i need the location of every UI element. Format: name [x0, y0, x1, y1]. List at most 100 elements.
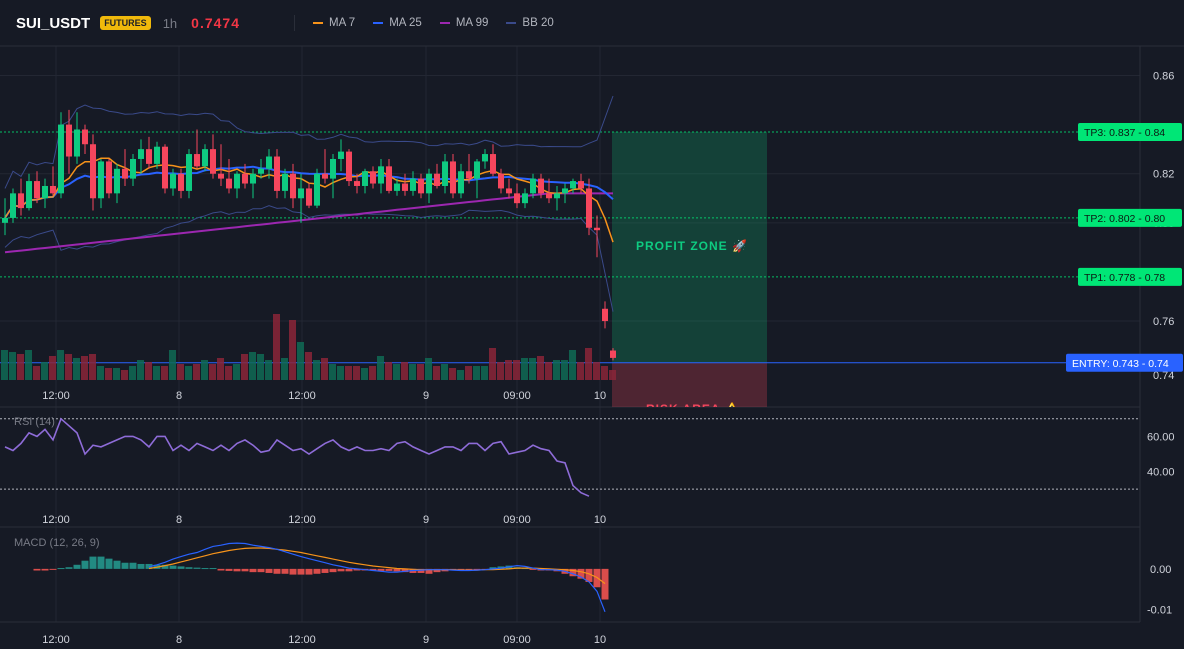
timeframe-label[interactable]: 1h [162, 15, 178, 31]
macd-hist-bar [233, 568, 241, 572]
volume-bar [177, 364, 184, 380]
candle [42, 178, 48, 209]
volume-bar [17, 354, 24, 380]
macd-hist-bar [201, 568, 209, 570]
macd-hist-bar [177, 566, 185, 569]
candle-body [474, 161, 480, 179]
time-tick-label: 10 [594, 390, 606, 402]
volume-bar [409, 364, 416, 380]
macd-hist-bar [297, 568, 305, 575]
candle [242, 163, 248, 189]
candle-body [266, 156, 272, 169]
macd-hist-bar [185, 567, 193, 569]
candle-body [122, 168, 128, 179]
candle-body [162, 146, 168, 189]
candle [546, 178, 552, 204]
candle-body [346, 151, 352, 182]
volume-bar [337, 366, 344, 380]
volume-bar [89, 354, 96, 380]
candle-body [594, 227, 600, 231]
candle-body [522, 193, 528, 204]
volume-bar [265, 360, 272, 380]
volume-bar [529, 358, 536, 380]
symbol-name[interactable]: SUI_USDT [16, 14, 91, 32]
candle-body [386, 166, 392, 191]
volume-bar [169, 350, 176, 380]
candle [330, 154, 336, 199]
candle-body [90, 144, 96, 199]
volume-bar [449, 368, 456, 380]
macd-hist-bar [89, 556, 97, 569]
volume-bar [185, 366, 192, 380]
volume-bar [233, 364, 240, 380]
candle [58, 112, 64, 199]
candle [570, 178, 576, 194]
candle [442, 154, 448, 194]
candle-body [258, 168, 264, 174]
candle [346, 149, 352, 186]
macd-hist-bar [425, 568, 433, 574]
legend-ma25-label: MA 25 [389, 17, 422, 29]
macd-hist-bar [41, 568, 49, 571]
candle-body [242, 173, 248, 184]
candle [18, 178, 24, 216]
candle [386, 158, 392, 194]
macd-hist-bar [353, 568, 361, 571]
candle [370, 166, 376, 189]
candle-body [34, 181, 40, 199]
time-tick-label: 12:00 [288, 514, 316, 526]
candle [34, 171, 40, 204]
futures-badge: FUTURES [100, 16, 151, 30]
legend-ma7[interactable]: MA 7 [312, 17, 355, 29]
macd-hist-bar [49, 568, 57, 570]
volume-bar [569, 350, 576, 380]
volume-bar [49, 356, 56, 380]
time-tick-label: 8 [176, 514, 182, 526]
candle-body [458, 171, 464, 194]
volume-bar [601, 366, 608, 380]
legend-ma99[interactable]: MA 99 [439, 17, 488, 29]
volume-bar [73, 358, 80, 380]
candle [50, 166, 56, 196]
macd-signal-line [148, 547, 606, 585]
volume-bar [593, 362, 600, 380]
tp-tag-1: TP1: 0.778 - 0.78 [1078, 267, 1182, 286]
volume-bars [1, 314, 616, 380]
candle-body [330, 158, 336, 179]
candle-body [298, 188, 304, 199]
candle-body [514, 193, 520, 204]
candle [290, 163, 296, 209]
volume-bar [129, 366, 136, 380]
macd-hist-bar [369, 568, 377, 571]
legend-ma25[interactable]: MA 25 [373, 17, 422, 29]
candle-body [338, 151, 344, 159]
candle-body [490, 154, 496, 174]
time-tick-label: 09:00 [503, 514, 531, 526]
candle [610, 348, 616, 361]
candle [26, 173, 32, 211]
candle-body [602, 308, 608, 322]
volume-bar [281, 358, 288, 380]
candle [178, 168, 184, 199]
candle-body [506, 188, 512, 194]
candle-body [18, 193, 24, 209]
candle-body [394, 183, 400, 191]
candle-body [498, 173, 504, 189]
level-tag-bg [1078, 122, 1182, 141]
volume-bar [609, 370, 616, 380]
time-tick-label: 12:00 [42, 514, 70, 526]
candle-body [250, 173, 256, 184]
macd-hist-bar [121, 562, 129, 569]
ma7-line [4, 157, 614, 243]
macd-hist-bar [193, 567, 201, 569]
legend-bb20[interactable]: BB 20 [506, 17, 554, 29]
candle [426, 168, 432, 204]
candle-body [66, 124, 72, 157]
macd-hist-bar [281, 568, 289, 574]
volume-bar [553, 360, 560, 380]
volume-bar [473, 366, 480, 380]
candle [122, 149, 128, 186]
volume-bar [393, 364, 400, 380]
level-tag-label: ENTRY: 0.743 - 0.74 [1072, 358, 1169, 370]
